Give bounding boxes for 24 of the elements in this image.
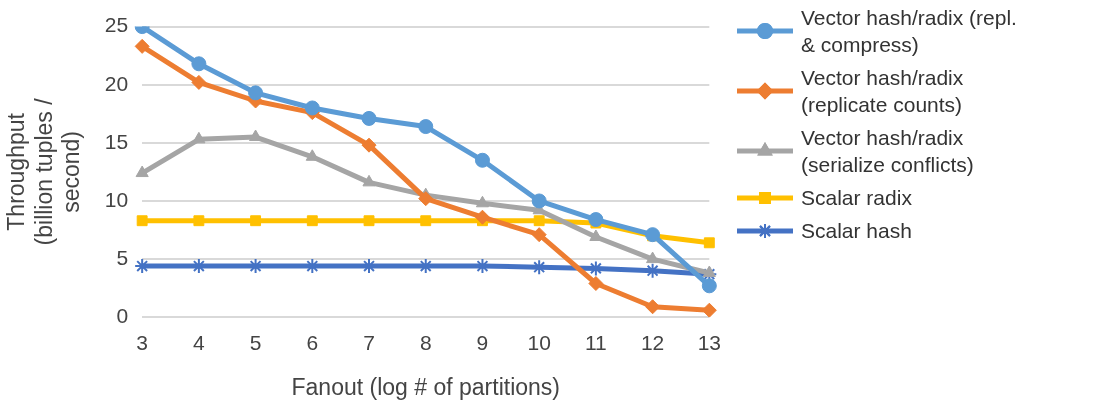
x-tick-label: 13 [697, 330, 721, 354]
legend-label: Vector hash/radix (serialize conflicts) [801, 125, 975, 178]
x-tick-label: 3 [136, 330, 148, 354]
x-tick-label: 6 [306, 330, 319, 354]
x-tick-label: 5 [249, 330, 262, 354]
x-axis-title: Fanout (log # of partitions) [291, 373, 560, 400]
x-tick-label: 7 [363, 330, 375, 354]
y-axis-title: Throughput (billion tuples / second) [3, 97, 85, 246]
x-tick-label: 12 [640, 330, 665, 354]
legend-label: Vector hash/radix (replicate counts) [801, 65, 965, 118]
y-tick-label: 0 [116, 304, 129, 327]
y-tick-label: 15 [104, 129, 129, 153]
y-tick-label: 25 [104, 13, 129, 37]
y-tick-label: 20 [104, 71, 129, 95]
y-tick-label: 5 [116, 245, 129, 269]
legend-label: Scalar radix [801, 185, 912, 211]
y-tick-label: 10 [104, 187, 129, 211]
x-tick-label: 10 [527, 330, 551, 354]
legend-label: Vector hash/radix (repl. & compress) [801, 5, 1018, 58]
legend-label: Scalar hash [801, 218, 912, 244]
x-tick-label: 9 [476, 330, 489, 354]
x-tick-label: 4 [193, 330, 206, 354]
x-tick-label: 11 [584, 330, 607, 354]
x-tick-label: 8 [419, 330, 432, 354]
